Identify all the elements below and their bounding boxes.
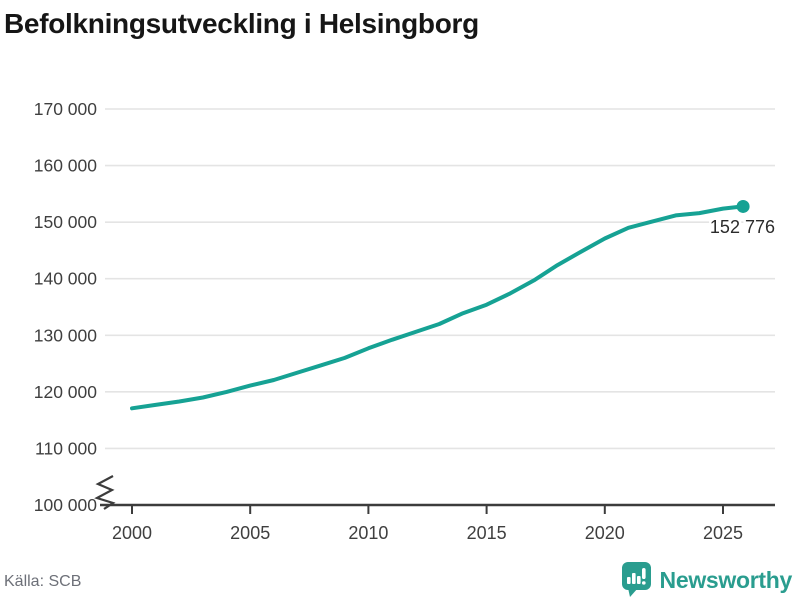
population-line (130, 204, 746, 411)
latest-value-label: 152 776 (710, 217, 775, 237)
source-note: Källa: SCB (4, 573, 82, 590)
newsworthy-wordmark: Newsworthy (659, 566, 793, 593)
y-tick-label: 110 000 (35, 438, 97, 458)
y-tick-label: 100 000 (34, 495, 98, 515)
x-tick-label: 2025 (703, 523, 743, 543)
newsworthy-logo: Newsworthy (621, 562, 792, 598)
y-tick-label: 150 000 (34, 212, 98, 232)
y-tick-label: 130 000 (34, 325, 98, 345)
x-tick-label: 2010 (348, 523, 388, 543)
newsworthy-bar-chart-bubble-icon (621, 562, 651, 597)
x-tick-label: 2005 (230, 523, 270, 543)
chart-title: Befolkningsutveckling i Helsingborg (4, 8, 479, 39)
latest-point-marker (736, 199, 750, 213)
y-tick-label: 170 000 (34, 99, 98, 119)
axis-break-icon (94, 475, 116, 510)
x-tick-label: 2020 (585, 523, 625, 543)
y-tick-label: 120 000 (34, 382, 98, 402)
x-tick-label: 2015 (467, 523, 507, 543)
y-tick-label: 140 000 (34, 269, 98, 289)
x-tick-label: 2000 (112, 523, 152, 543)
y-tick-label: 160 000 (34, 156, 98, 176)
